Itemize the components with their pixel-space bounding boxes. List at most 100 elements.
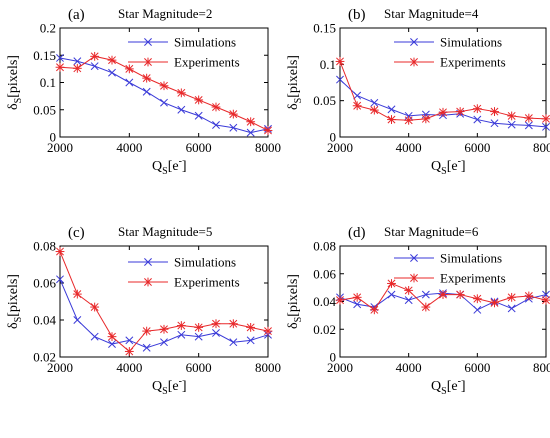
data-point xyxy=(473,305,482,314)
legend-marker xyxy=(409,57,419,67)
data-point xyxy=(335,295,345,305)
data-point xyxy=(229,123,238,132)
y-tick-label: 0.05 xyxy=(313,93,336,108)
y-tick-label: 0.1 xyxy=(320,57,336,72)
data-point xyxy=(524,291,534,301)
legend-label: Simulations xyxy=(174,255,236,270)
data-point xyxy=(438,290,448,299)
data-point xyxy=(142,87,151,96)
data-point xyxy=(124,347,134,356)
legend: Simulations Experiments xyxy=(128,255,240,290)
data-point xyxy=(507,111,517,121)
data-point xyxy=(212,328,220,337)
x-tick-label: 6000 xyxy=(186,140,212,155)
legend: Simulations Experiments xyxy=(394,251,506,286)
y-tick-label: 0.08 xyxy=(313,239,336,254)
x-axis-label: QS[e-] xyxy=(431,156,466,177)
data-point xyxy=(387,290,396,299)
data-point xyxy=(90,302,100,312)
panel-2: 2000 4000 6000 8000 0 0.05 0.1 0.15 (b) Star Magn… xyxy=(286,6,550,177)
data-point xyxy=(159,324,169,334)
data-point xyxy=(229,338,238,347)
data-point xyxy=(370,98,379,107)
data-point xyxy=(455,107,465,116)
data-point xyxy=(352,292,362,302)
series-experiments xyxy=(335,57,550,125)
data-point xyxy=(72,63,82,73)
x-tick-label: 4000 xyxy=(396,360,422,375)
axes-frame xyxy=(339,27,547,138)
data-point xyxy=(142,326,152,336)
data-point xyxy=(72,289,82,299)
data-point xyxy=(472,104,482,114)
data-point xyxy=(507,120,516,129)
data-point xyxy=(211,102,221,112)
x-tick-label: 4000 xyxy=(116,360,142,375)
data-point xyxy=(73,316,82,324)
legend-label: Experiments xyxy=(174,55,240,70)
y-tick-label: 0.06 xyxy=(33,276,56,291)
panel-4: 2000 4000 6000 8000 0 0.02 0.04 0.06 0.08 (d) Star… xyxy=(286,224,550,397)
series-experiments xyxy=(335,279,550,315)
y-axis-label: δS[pixels] xyxy=(286,55,304,110)
legend-label: Simulations xyxy=(440,251,502,266)
data-point xyxy=(404,286,414,295)
x-tick-label: 2000 xyxy=(327,360,353,375)
data-point xyxy=(176,321,186,330)
data-point xyxy=(263,326,273,336)
y-tick-label: 0.04 xyxy=(33,313,56,328)
series-simulations xyxy=(336,75,550,131)
data-point xyxy=(160,338,168,347)
data-point xyxy=(336,75,344,84)
data-point xyxy=(160,98,168,107)
legend-label: Simulations xyxy=(440,35,502,50)
data-point xyxy=(421,290,430,299)
data-point xyxy=(352,101,362,111)
x-tick-label: 4000 xyxy=(116,140,142,155)
data-point xyxy=(455,290,465,299)
x-axis-label: QS[e-] xyxy=(431,376,466,397)
data-point xyxy=(473,115,482,124)
x-tick-label: 6000 xyxy=(464,140,490,155)
legend: Simulations Experiments xyxy=(394,35,506,70)
x-tick-label: 8000 xyxy=(533,140,550,155)
legend-marker xyxy=(410,254,418,262)
legend-marker xyxy=(144,38,152,46)
data-point xyxy=(263,126,273,135)
data-point xyxy=(73,57,82,66)
y-tick-label: 0 xyxy=(330,350,337,365)
legend-marker xyxy=(143,277,153,287)
y-axis-label: δS[pixels] xyxy=(286,274,304,329)
x-tick-label: 6000 xyxy=(464,360,490,375)
y-tick-label: 0.02 xyxy=(33,350,56,365)
data-point xyxy=(228,109,238,119)
data-point xyxy=(421,114,431,124)
data-point xyxy=(55,62,65,72)
series-line xyxy=(59,279,269,349)
data-point xyxy=(194,95,204,105)
x-tick-label: 8000 xyxy=(255,360,281,375)
legend-label: Experiments xyxy=(440,55,506,70)
legend-label: Experiments xyxy=(440,271,506,286)
data-point xyxy=(55,247,65,256)
data-point xyxy=(107,332,117,342)
y-tick-label: 0.06 xyxy=(313,266,336,281)
data-point xyxy=(404,115,414,125)
series-simulations xyxy=(56,54,272,137)
data-point xyxy=(142,73,152,83)
y-tick-label: 0.04 xyxy=(313,294,336,309)
data-point xyxy=(507,304,516,313)
data-point xyxy=(541,114,550,124)
data-point xyxy=(353,91,362,100)
data-point xyxy=(246,323,256,332)
y-tick-label: 0 xyxy=(50,130,57,145)
legend: Simulations Experiments xyxy=(128,35,240,70)
panel-1: 2000 4000 6000 8000 0 0.05 0.1 0.15 0.2 (a) Star M… xyxy=(6,6,281,177)
data-point xyxy=(107,55,117,65)
data-point xyxy=(507,292,517,302)
data-point xyxy=(177,105,186,114)
axes-frame xyxy=(59,245,269,358)
y-tick-label: 0 xyxy=(330,130,337,145)
data-point xyxy=(212,121,220,129)
